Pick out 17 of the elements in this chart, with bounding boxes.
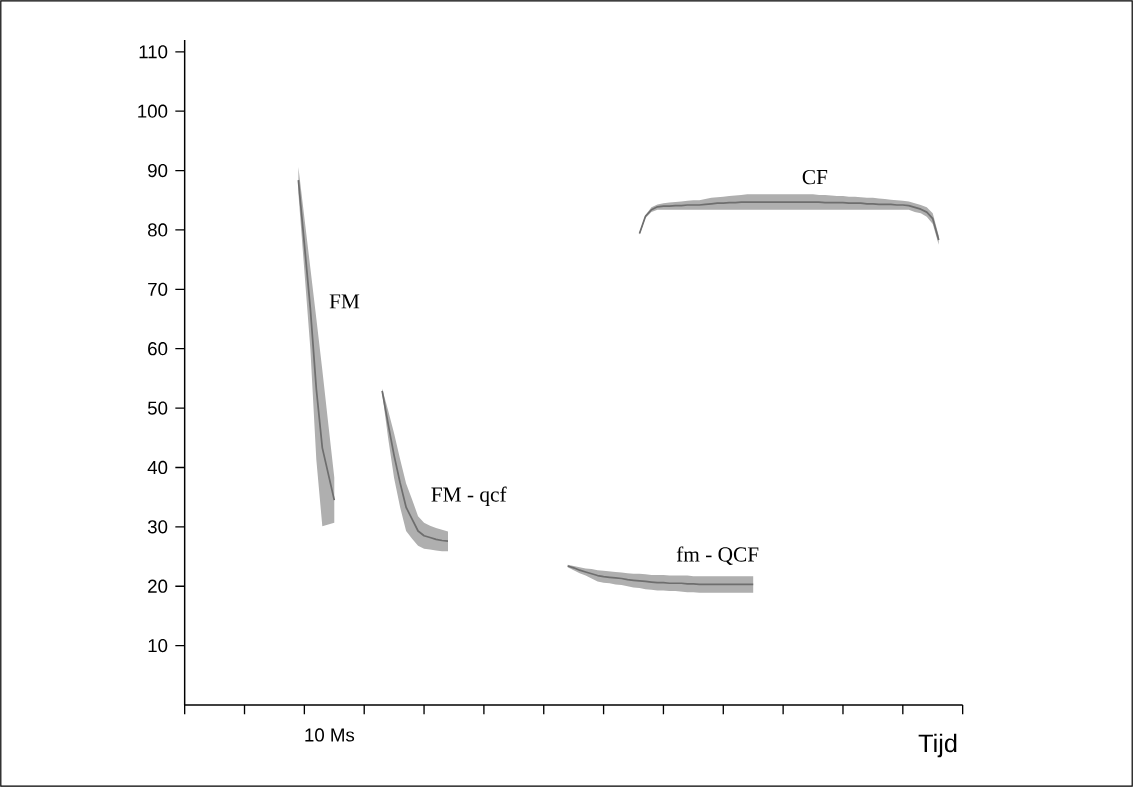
y-tick-label: 50: [147, 401, 168, 415]
y-tick-label: 80: [148, 223, 168, 237]
x-axis-title: Tijd: [918, 733, 957, 758]
series-label: CF: [802, 169, 828, 185]
y-tick-label: 90: [148, 163, 168, 178]
y-tick-label: 110: [139, 45, 168, 59]
y-tick-label: 60: [148, 342, 168, 356]
series-label: fm - QCF: [676, 546, 759, 565]
y-tick-label: 10: [148, 638, 168, 653]
text: 10 Ms: [305, 728, 355, 742]
series-label: FM - qcf: [431, 486, 507, 507]
y-tick-label: 100: [138, 104, 168, 118]
y-tick-label: 40: [147, 460, 168, 475]
series-label: FM: [329, 294, 360, 309]
y-tick-label: 20: [148, 579, 168, 593]
y-tick-label: 30: [147, 520, 168, 534]
y-tick-label: 70: [148, 282, 168, 296]
